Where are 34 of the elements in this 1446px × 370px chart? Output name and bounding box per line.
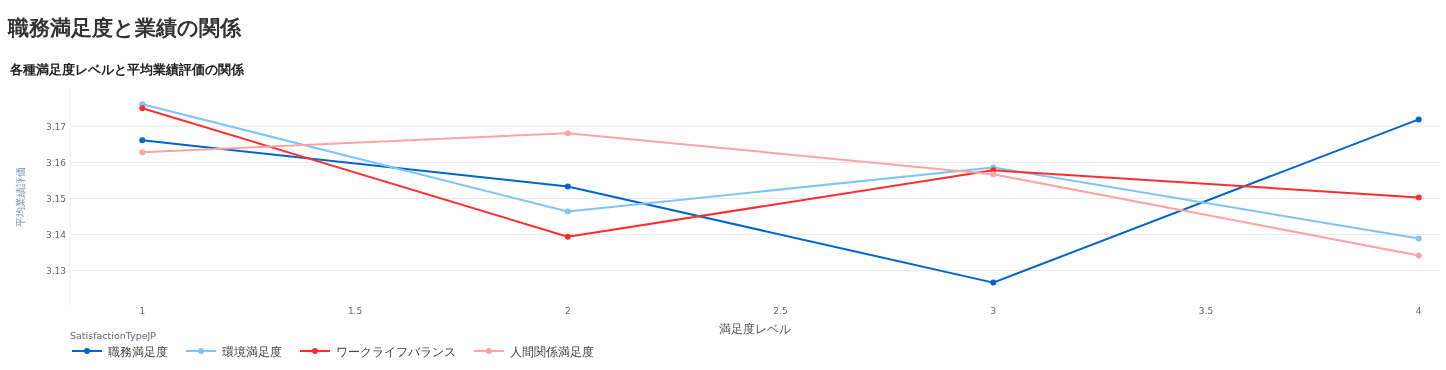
point <box>139 105 146 112</box>
chart-title: 職務満足度と業績の関係 <box>7 16 242 40</box>
legend-label: 環境満足度 <box>222 344 282 359</box>
chart-subtitle: 各種満足度レベルと平均業績評価の関係 <box>9 62 245 77</box>
y-tick-label: 3.13 <box>45 266 66 277</box>
x-tick-label: 1 <box>139 306 146 316</box>
point <box>564 130 571 137</box>
x-tick-label: 3 <box>990 306 997 316</box>
point <box>1415 252 1422 259</box>
y-tick-label: 3.15 <box>45 193 66 204</box>
point <box>990 279 997 286</box>
point <box>564 233 571 240</box>
y-tick-label: 3.14 <box>45 230 67 241</box>
point <box>139 149 146 156</box>
x-tick-label: 1.5 <box>347 306 363 316</box>
point <box>564 183 571 190</box>
legend-label: 職務満足度 <box>108 344 168 359</box>
y-tick-label: 3.17 <box>45 121 66 132</box>
y-tick-label: 3.16 <box>45 157 67 168</box>
legend-label: 人間関係満足度 <box>510 344 594 359</box>
x-axis-title: 満足度レベル <box>719 322 791 336</box>
point <box>1415 194 1422 201</box>
y-axis-title: 平均業績評価 <box>15 166 26 227</box>
x-tick-label: 2 <box>564 306 571 316</box>
point <box>564 208 571 215</box>
point <box>990 171 997 178</box>
legend-label: ワークライフバランス <box>336 344 456 359</box>
x-tick-label: 4 <box>1415 306 1422 316</box>
x-tick-label: 3.5 <box>1198 306 1214 316</box>
legend-title: SatisfactionTypeJP <box>70 330 157 341</box>
point <box>1415 235 1422 242</box>
point <box>1415 116 1422 123</box>
point <box>139 137 146 144</box>
x-tick-label: 2.5 <box>773 306 788 316</box>
